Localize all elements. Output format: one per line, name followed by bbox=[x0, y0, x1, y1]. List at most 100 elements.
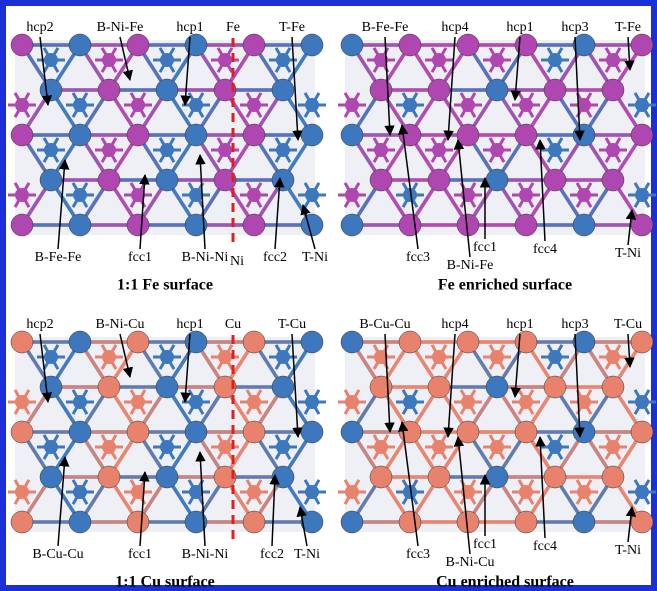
site-label: B-Ni-Fe bbox=[447, 258, 494, 273]
atom-small bbox=[635, 395, 649, 409]
atom bbox=[341, 124, 363, 146]
atom-small bbox=[44, 143, 58, 157]
atom bbox=[272, 376, 294, 398]
atom-small bbox=[15, 485, 29, 499]
figure: hcp2B-Ni-Fehcp1FeT-FeB-Fe-Fefcc1B-Ni-NiN… bbox=[0, 0, 657, 591]
atom-small bbox=[189, 485, 203, 499]
atom-small bbox=[276, 53, 290, 67]
atom-small bbox=[548, 53, 562, 67]
atom-small bbox=[548, 350, 562, 364]
atom bbox=[185, 124, 207, 146]
atom bbox=[428, 79, 450, 101]
atom-small bbox=[606, 350, 620, 364]
atom bbox=[40, 466, 62, 488]
atom bbox=[486, 169, 508, 191]
atom bbox=[40, 79, 62, 101]
atom-small bbox=[218, 350, 232, 364]
atom-small bbox=[519, 188, 533, 202]
site-label: hcp3 bbox=[561, 20, 588, 35]
atom-small bbox=[606, 440, 620, 454]
atom-small bbox=[102, 53, 116, 67]
atom bbox=[370, 466, 392, 488]
atom-small bbox=[432, 53, 446, 67]
atom-small bbox=[490, 350, 504, 364]
atom-small bbox=[189, 188, 203, 202]
atom-small bbox=[160, 53, 174, 67]
atom bbox=[631, 511, 653, 533]
atom-small bbox=[635, 98, 649, 112]
atom bbox=[185, 421, 207, 443]
caption: Fe enriched surface bbox=[438, 277, 572, 294]
site-label: hcp1 bbox=[176, 317, 203, 332]
atom bbox=[127, 331, 149, 353]
atom bbox=[544, 466, 566, 488]
atom-small bbox=[131, 98, 145, 112]
atom bbox=[127, 511, 149, 533]
atom bbox=[399, 511, 421, 533]
atom bbox=[11, 124, 33, 146]
atom bbox=[69, 34, 91, 56]
atom bbox=[301, 124, 323, 146]
atom bbox=[457, 124, 479, 146]
site-label: hcp4 bbox=[441, 20, 468, 35]
site-label: fcc1 bbox=[473, 537, 497, 552]
site-label: hcp1 bbox=[506, 20, 533, 35]
atom bbox=[156, 466, 178, 488]
atom-small bbox=[160, 350, 174, 364]
atom-small bbox=[519, 98, 533, 112]
atom bbox=[243, 421, 265, 443]
atom-small bbox=[461, 395, 475, 409]
atom bbox=[243, 34, 265, 56]
panel: hcp2B-Ni-Cuhcp1CuT-CuB-Cu-Cufcc1B-Ni-Nif… bbox=[8, 317, 326, 590]
atom bbox=[243, 331, 265, 353]
atom-small bbox=[635, 188, 649, 202]
atom-small bbox=[73, 395, 87, 409]
atom-small bbox=[102, 440, 116, 454]
atom bbox=[341, 34, 363, 56]
atom bbox=[515, 511, 537, 533]
atom-small bbox=[15, 98, 29, 112]
site-label: B-Ni-Ni bbox=[182, 547, 229, 562]
atom bbox=[69, 124, 91, 146]
atom bbox=[486, 466, 508, 488]
atom-small bbox=[345, 98, 359, 112]
site-label: T-Ni bbox=[615, 246, 641, 261]
site-label: fcc3 bbox=[406, 547, 430, 562]
atom-small bbox=[606, 53, 620, 67]
atom bbox=[428, 169, 450, 191]
site-label: hcp3 bbox=[561, 317, 588, 332]
atom-small bbox=[345, 485, 359, 499]
atom bbox=[98, 466, 120, 488]
atom bbox=[243, 214, 265, 236]
site-label: fcc1 bbox=[128, 250, 152, 265]
atom bbox=[98, 79, 120, 101]
atom-small bbox=[345, 188, 359, 202]
atom-small bbox=[577, 188, 591, 202]
atom-small bbox=[374, 143, 388, 157]
atom bbox=[98, 169, 120, 191]
site-label: B-Ni-Fe bbox=[97, 20, 144, 35]
atom-small bbox=[276, 143, 290, 157]
atom-small bbox=[432, 440, 446, 454]
atom-small bbox=[247, 188, 261, 202]
atom bbox=[515, 214, 537, 236]
atom bbox=[11, 511, 33, 533]
atom bbox=[573, 421, 595, 443]
atom-small bbox=[247, 485, 261, 499]
atom bbox=[573, 214, 595, 236]
atom-small bbox=[606, 143, 620, 157]
site-label: B-Cu-Cu bbox=[32, 547, 83, 562]
site-label: Ni bbox=[230, 254, 244, 269]
atom-small bbox=[374, 440, 388, 454]
atom-small bbox=[305, 485, 319, 499]
atom bbox=[341, 511, 363, 533]
atom-small bbox=[432, 350, 446, 364]
atom bbox=[457, 331, 479, 353]
atom bbox=[341, 214, 363, 236]
atom bbox=[515, 421, 537, 443]
site-label: T-Cu bbox=[278, 317, 306, 332]
atom bbox=[301, 331, 323, 353]
site-label: hcp2 bbox=[26, 20, 53, 35]
site-label: B-Ni-Ni bbox=[182, 250, 229, 265]
